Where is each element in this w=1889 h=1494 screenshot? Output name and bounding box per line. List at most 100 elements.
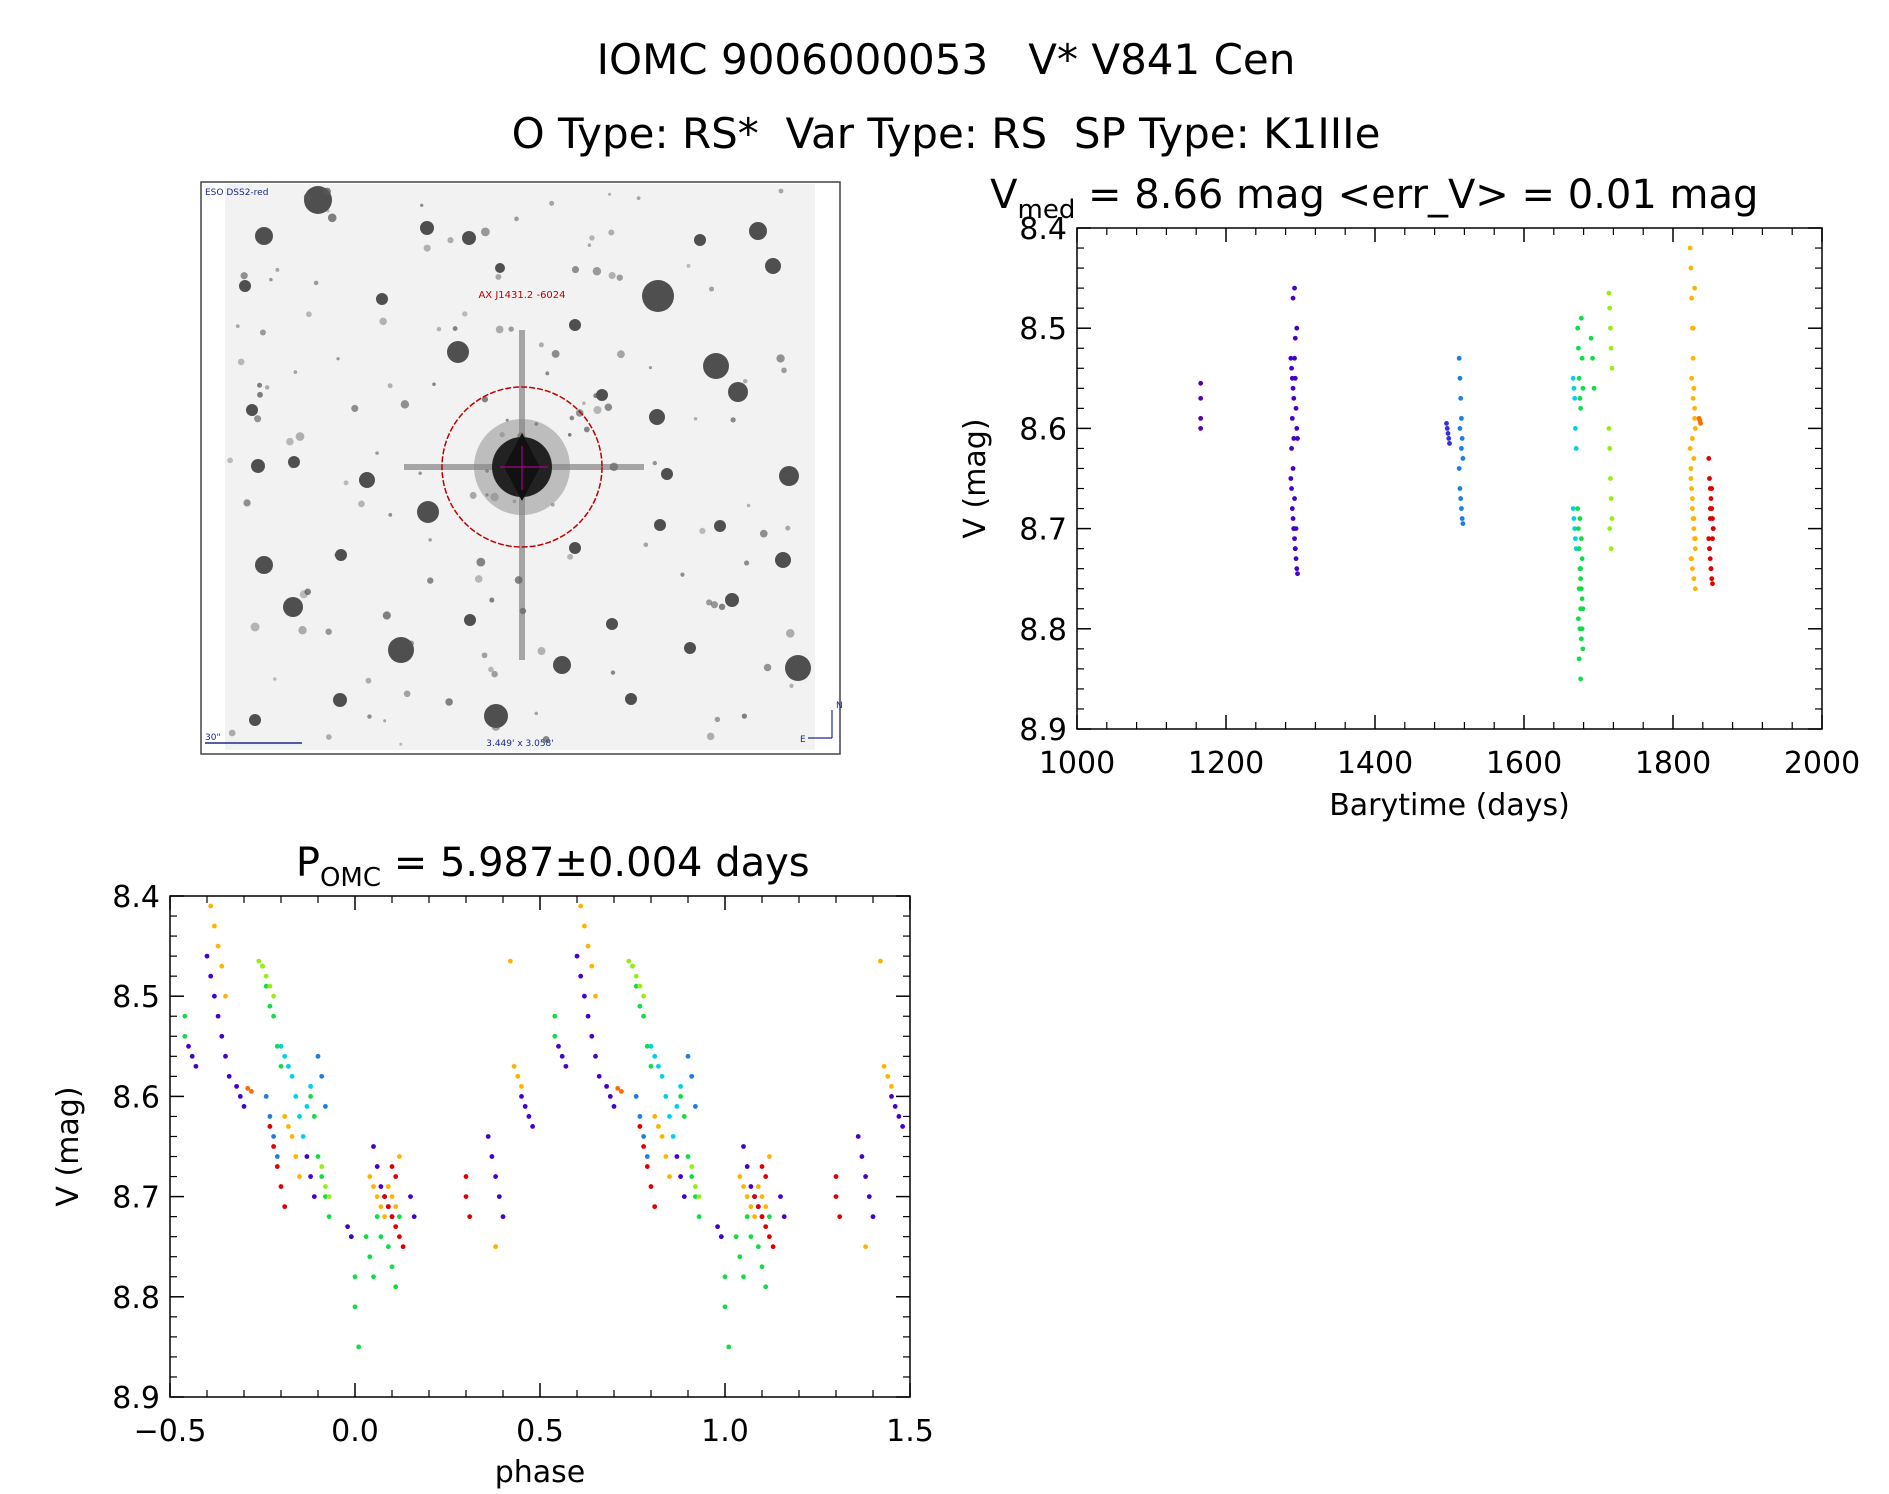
data-point-repeat (630, 963, 635, 969)
data-point (519, 1083, 524, 1089)
faint-star (326, 209, 330, 213)
faint-star (592, 267, 602, 276)
phased-curve-title: POMC = 5.987±0.004 days (207, 840, 873, 893)
data-point-repeat (885, 1073, 891, 1079)
faint-star (730, 417, 736, 423)
series-deep_orange (245, 1085, 624, 1094)
data-point (1688, 466, 1694, 471)
data-point (1456, 355, 1462, 361)
field-star (569, 542, 581, 554)
data-point (308, 1094, 313, 1099)
faint-star (289, 462, 295, 469)
x-tick-label: 1000 (1039, 746, 1115, 781)
data-point (1457, 426, 1463, 431)
faint-star (476, 557, 486, 567)
data-point (1692, 546, 1698, 552)
x-tick-label: 1800 (1635, 746, 1711, 781)
y-tick-label: 8.6 (1019, 412, 1067, 447)
data-point (1294, 325, 1300, 331)
data-point (1687, 245, 1693, 251)
faint-star (403, 690, 411, 698)
data-point-repeat (604, 1083, 609, 1089)
data-point (1687, 446, 1693, 451)
data-point (193, 1063, 199, 1069)
series-season-3 (1444, 420, 1452, 446)
data-point (1576, 586, 1582, 592)
data-point-repeat (889, 1083, 894, 1089)
data-point (1573, 446, 1579, 451)
data-point (393, 1204, 399, 1210)
data-point-repeat (718, 1234, 724, 1240)
data-point-repeat (644, 1154, 650, 1159)
data-point (278, 1184, 284, 1189)
faint-star (227, 457, 233, 464)
data-point (1444, 420, 1449, 426)
finder-star-field (227, 186, 811, 746)
data-point-repeat (763, 1204, 769, 1210)
data-point (1570, 506, 1576, 511)
data-point (323, 1194, 328, 1199)
faint-star (379, 317, 387, 326)
data-point (378, 1204, 384, 1210)
data-point (1294, 426, 1300, 431)
phased-curve-title-rest: = 5.987±0.004 days (381, 840, 810, 886)
faint-star (706, 599, 713, 606)
target-circle (441, 386, 603, 548)
series-season-6 (1575, 315, 1597, 682)
data-point (508, 958, 513, 964)
data-point (1290, 385, 1296, 391)
data-point (371, 1144, 376, 1149)
data-point (263, 983, 269, 989)
data-point-repeat (755, 1244, 761, 1250)
data-point (1571, 516, 1577, 521)
data-point-repeat (644, 1164, 650, 1169)
fov-label: 3.449' x 3.058' (486, 739, 554, 749)
data-point (1295, 436, 1300, 441)
field-star (255, 227, 273, 245)
data-point (1459, 506, 1464, 511)
data-point (1591, 385, 1597, 391)
faint-star (488, 666, 494, 673)
data-point (408, 1194, 413, 1199)
field-star (239, 280, 251, 292)
faint-star (545, 371, 550, 376)
y-tick-label: 8.6 (112, 1080, 160, 1115)
data-point (1289, 415, 1295, 421)
data-point-repeat (667, 1174, 672, 1179)
faint-star (551, 350, 560, 358)
field-star (246, 404, 258, 416)
faint-star (785, 628, 795, 638)
data-point (1575, 506, 1581, 511)
data-point (1292, 285, 1297, 291)
series-cyan (278, 1043, 683, 1139)
data-point (1447, 441, 1452, 446)
data-point (1608, 546, 1614, 552)
data-point (1578, 566, 1584, 572)
data-point (267, 1003, 273, 1009)
data-point (1292, 546, 1298, 552)
data-point (323, 1184, 328, 1189)
data-point-repeat (900, 1124, 905, 1129)
data-point (1198, 380, 1204, 386)
data-point-repeat (767, 1214, 772, 1220)
faint-star (608, 229, 615, 236)
data-point-repeat (574, 953, 580, 959)
faint-star (480, 227, 490, 237)
faint-star (325, 734, 332, 740)
data-point (1691, 456, 1697, 461)
data-point (1578, 676, 1584, 682)
data-point (385, 1184, 391, 1189)
x-tick-label: 1.5 (886, 1414, 934, 1449)
data-point (282, 1053, 288, 1059)
x-tick-label: 0.5 (516, 1414, 564, 1449)
data-point (1707, 516, 1713, 521)
data-point (363, 1234, 369, 1240)
data-point (1460, 456, 1466, 461)
field-star (569, 319, 581, 331)
faint-star (243, 499, 251, 507)
phased-curve-frame (169, 895, 911, 1398)
data-point (271, 1134, 276, 1139)
data-point (1578, 536, 1584, 542)
field-star (249, 714, 261, 726)
y-tick-label: 8.4 (112, 880, 160, 915)
